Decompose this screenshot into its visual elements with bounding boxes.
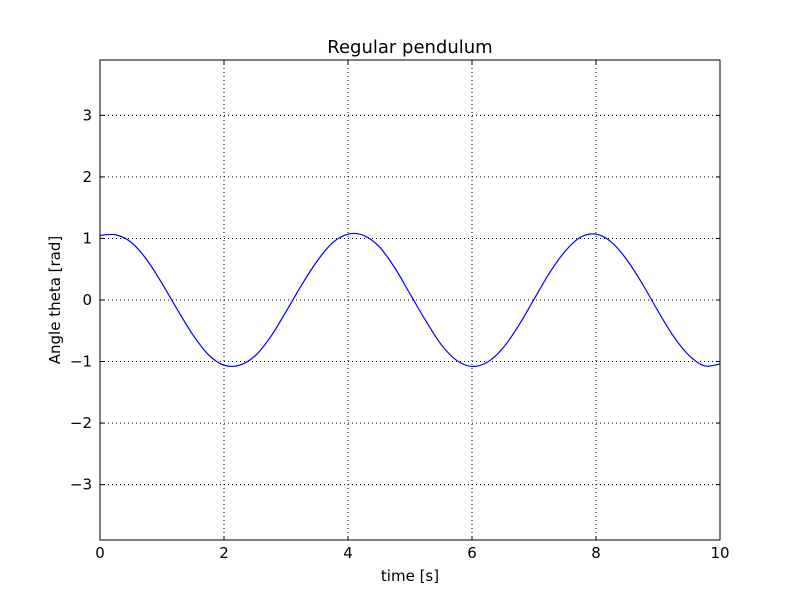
x-tick-label: 0 [95, 544, 105, 562]
series-line [99, 232, 721, 368]
y-tick-label: 0 [82, 291, 92, 309]
grid [99, 60, 721, 540]
series-layer [99, 232, 721, 368]
x-tick-label: 10 [710, 544, 729, 562]
y-tick-label: 3 [82, 106, 92, 124]
y-tick-label: 1 [82, 229, 92, 247]
y-tick-label: 2 [82, 168, 92, 186]
ticks: 0 2 4 6 8 10 −3 −2 −1 0 1 2 3 [70, 60, 730, 562]
y-axis-label: Angle theta [rad] [46, 236, 64, 365]
chart-title: Regular pendulum [327, 37, 492, 58]
x-tick-label: 6 [467, 544, 477, 562]
x-tick-label: 8 [591, 544, 601, 562]
x-tick-label: 4 [343, 544, 353, 562]
y-tick-label: −3 [70, 476, 92, 494]
x-tick-label: 2 [219, 544, 229, 562]
y-tick-label: −2 [70, 414, 92, 432]
x-axis-label: time [s] [381, 567, 439, 585]
y-tick-label: −1 [70, 353, 92, 371]
